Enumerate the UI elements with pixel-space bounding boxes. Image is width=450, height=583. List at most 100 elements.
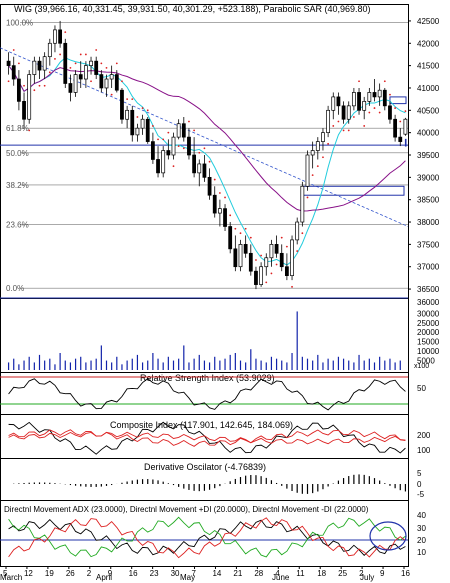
sar-dot bbox=[141, 107, 144, 109]
dmi-adx-line bbox=[8, 518, 406, 556]
sar-dot bbox=[363, 125, 366, 127]
gap-box bbox=[389, 96, 407, 105]
candle-body bbox=[166, 150, 171, 156]
sar-dot bbox=[17, 62, 20, 65]
sar-dot bbox=[193, 129, 196, 132]
sar-dot bbox=[373, 107, 376, 109]
candle-body bbox=[341, 105, 346, 120]
sar-dot bbox=[394, 107, 397, 109]
candle-body bbox=[202, 163, 207, 178]
candle-body bbox=[6, 60, 11, 66]
sar-dot bbox=[115, 62, 118, 65]
candle-body bbox=[145, 118, 150, 142]
x-tick-label: 21 bbox=[233, 569, 242, 578]
derivative-tick-label: -5 bbox=[417, 490, 425, 499]
sar-dot bbox=[64, 31, 67, 34]
candle-body bbox=[73, 74, 78, 93]
candle-body bbox=[32, 60, 37, 75]
highlight-circle bbox=[369, 521, 407, 551]
candle-body bbox=[120, 89, 124, 120]
price-tick-label: 39500 bbox=[417, 151, 440, 160]
sar-dot bbox=[136, 116, 139, 118]
month-label: April bbox=[96, 573, 112, 582]
volume-tick-label: 5000 bbox=[417, 357, 435, 366]
candle-body bbox=[63, 42, 68, 84]
x-tick-label: 18 bbox=[317, 569, 326, 578]
sar-dot bbox=[239, 232, 242, 235]
sar-dot bbox=[43, 84, 46, 87]
x-tick-label: 9 bbox=[380, 569, 385, 578]
candle-body bbox=[223, 208, 227, 227]
fib-label: 50.0% bbox=[6, 149, 29, 158]
candle-body bbox=[284, 266, 289, 277]
sar-dot bbox=[59, 53, 62, 56]
x-tick-label: 26 bbox=[66, 569, 75, 578]
sar-dot bbox=[224, 196, 226, 199]
volume-tick-label: 25000 bbox=[417, 319, 440, 328]
candle-body bbox=[346, 105, 351, 120]
x-tick-label: 23 bbox=[150, 569, 159, 578]
sar-dot bbox=[151, 125, 154, 127]
candle-body bbox=[135, 127, 140, 136]
price-tick-label: 41000 bbox=[417, 84, 440, 93]
sar-dot bbox=[270, 272, 273, 275]
candle-body bbox=[176, 123, 181, 138]
candle-body bbox=[207, 176, 212, 196]
price-tick-label: 41500 bbox=[417, 62, 440, 71]
sar-dot bbox=[342, 129, 345, 132]
candle-body bbox=[156, 159, 160, 174]
candle-body bbox=[254, 270, 258, 285]
sar-dot bbox=[337, 120, 340, 123]
fib-label: 0.0% bbox=[6, 284, 24, 293]
candle-body bbox=[94, 60, 99, 75]
candle-body bbox=[248, 252, 253, 272]
candle-body bbox=[382, 89, 387, 107]
candle-body bbox=[388, 105, 392, 120]
candle-body bbox=[372, 92, 377, 98]
dmi-title: Directnl Movement ADX (23.0000), Directn… bbox=[4, 505, 369, 514]
candle-body bbox=[16, 78, 21, 102]
sar-dot bbox=[131, 98, 134, 101]
candle-body bbox=[310, 150, 315, 156]
candle-body bbox=[109, 74, 114, 80]
ma-slow-line bbox=[8, 65, 406, 212]
x-tick-label: 11 bbox=[296, 569, 305, 578]
candle-body bbox=[99, 74, 104, 89]
ma-fast-line bbox=[8, 57, 406, 266]
gap-box bbox=[404, 138, 407, 147]
derivative-tick-label: 5 bbox=[417, 469, 422, 478]
sar-dot bbox=[265, 281, 268, 284]
sar-dot bbox=[244, 227, 247, 230]
sar-dot bbox=[332, 125, 335, 127]
candle-body bbox=[305, 154, 310, 187]
price-tick-label: 39000 bbox=[417, 173, 440, 182]
sar-dot bbox=[352, 116, 355, 118]
sar-dot bbox=[316, 165, 319, 168]
sar-dot bbox=[146, 109, 149, 112]
sar-dot bbox=[110, 93, 113, 96]
sar-dot bbox=[198, 151, 201, 154]
price-tick-label: 42000 bbox=[417, 39, 440, 48]
sar-dot bbox=[157, 138, 159, 141]
price-title: WIG (39,966.16, 40,331.45, 39,931.50, 40… bbox=[14, 4, 371, 14]
candle-body bbox=[42, 56, 47, 71]
candle-body bbox=[321, 132, 325, 142]
sar-dot bbox=[275, 263, 278, 266]
rsi-tick-label: 50 bbox=[417, 384, 426, 393]
month-label: May bbox=[180, 573, 195, 582]
price-tick-label: 40500 bbox=[417, 106, 440, 115]
candle-body bbox=[259, 266, 264, 285]
sar-dot bbox=[285, 245, 288, 248]
sar-dot bbox=[218, 192, 221, 194]
candle-body bbox=[89, 60, 93, 66]
rsi-title: Relative Strength Index (53.9029) bbox=[140, 373, 275, 383]
dmi-plus-di-line bbox=[8, 516, 406, 558]
candle-body bbox=[264, 257, 269, 268]
x-tick-label: 19 bbox=[45, 569, 54, 578]
sar-dot bbox=[126, 98, 129, 101]
candle-body bbox=[130, 109, 135, 136]
x-tick-label: 4 bbox=[275, 569, 280, 578]
x-tick-label: 5 bbox=[3, 569, 8, 578]
derivative-title: Derivative Oscilator (-4.76839) bbox=[144, 462, 266, 472]
candle-body bbox=[37, 60, 42, 71]
